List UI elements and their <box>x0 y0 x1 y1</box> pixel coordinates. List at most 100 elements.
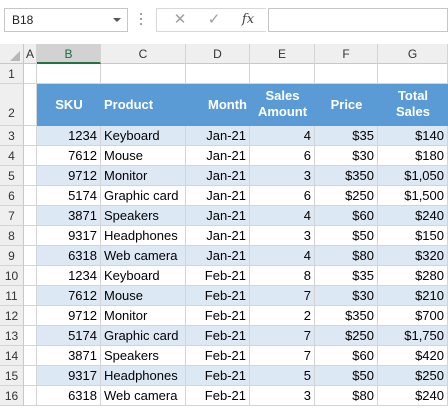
cell-e6[interactable]: 6 <box>250 186 315 206</box>
cell-c11[interactable]: Mouse <box>101 286 186 306</box>
cell-f10[interactable]: $35 <box>315 266 378 286</box>
table-header-sku[interactable]: SKU <box>37 84 101 126</box>
cell-b6[interactable]: 5174 <box>37 186 101 206</box>
cell-f3[interactable]: $35 <box>315 126 378 146</box>
cell-f4[interactable]: $30 <box>315 146 378 166</box>
cell-e16[interactable]: 3 <box>250 386 315 406</box>
cell-b13[interactable]: 5174 <box>37 326 101 346</box>
column-header-f[interactable]: F <box>315 44 378 64</box>
row-header-14[interactable]: 14 <box>0 346 24 366</box>
cell-f7[interactable]: $60 <box>315 206 378 226</box>
column-header-e[interactable]: E <box>250 44 315 64</box>
cell-c4[interactable]: Mouse <box>101 146 186 166</box>
cell-a14[interactable] <box>24 346 37 366</box>
insert-function-icon[interactable]: fx <box>241 12 255 27</box>
row-header-1[interactable]: 1 <box>0 64 24 84</box>
cell-d11[interactable]: Feb-21 <box>186 286 250 306</box>
column-header-c[interactable]: C <box>101 44 186 64</box>
cell-e10[interactable]: 8 <box>250 266 315 286</box>
cell-b5[interactable]: 9712 <box>37 166 101 186</box>
cell-d1[interactable] <box>186 64 250 84</box>
table-header-product[interactable]: Product <box>101 84 186 126</box>
cell-e3[interactable]: 4 <box>250 126 315 146</box>
cell-a10[interactable] <box>24 266 37 286</box>
cell-f14[interactable]: $60 <box>315 346 378 366</box>
column-header-a[interactable]: A <box>24 44 37 64</box>
cell-e9[interactable]: 4 <box>250 246 315 266</box>
cell-e14[interactable]: 7 <box>250 346 315 366</box>
cell-e1[interactable] <box>250 64 315 84</box>
cell-d12[interactable]: Feb-21 <box>186 306 250 326</box>
column-header-g[interactable]: G <box>378 44 448 64</box>
cell-g7[interactable]: $240 <box>378 206 448 226</box>
cell-f1[interactable] <box>315 64 378 84</box>
cell-f8[interactable]: $50 <box>315 226 378 246</box>
row-header-11[interactable]: 11 <box>0 286 24 306</box>
cell-c12[interactable]: Monitor <box>101 306 186 326</box>
enter-icon[interactable]: ✓ <box>207 11 221 28</box>
cell-g6[interactable]: $1,500 <box>378 186 448 206</box>
cell-d13[interactable]: Feb-21 <box>186 326 250 346</box>
cell-d16[interactable]: Feb-21 <box>186 386 250 406</box>
cell-b1[interactable] <box>37 64 101 84</box>
cell-a5[interactable] <box>24 166 37 186</box>
cell-f16[interactable]: $80 <box>315 386 378 406</box>
row-header-2[interactable]: 2 <box>0 84 24 126</box>
cell-c16[interactable]: Web camera <box>101 386 186 406</box>
cell-d6[interactable]: Jan-21 <box>186 186 250 206</box>
cell-b15[interactable]: 9317 <box>37 366 101 386</box>
cell-a7[interactable] <box>24 206 37 226</box>
name-box[interactable]: B18 <box>4 8 128 32</box>
chevron-down-icon[interactable] <box>113 18 121 22</box>
cell-a15[interactable] <box>24 366 37 386</box>
cell-g3[interactable]: $140 <box>378 126 448 146</box>
cancel-icon[interactable]: ✕ <box>173 11 187 28</box>
cell-e15[interactable]: 5 <box>250 366 315 386</box>
cell-b11[interactable]: 7612 <box>37 286 101 306</box>
cell-e11[interactable]: 7 <box>250 286 315 306</box>
row-header-4[interactable]: 4 <box>0 146 24 166</box>
cell-c8[interactable]: Headphones <box>101 226 186 246</box>
row-header-7[interactable]: 7 <box>0 206 24 226</box>
cell-c1[interactable] <box>101 64 186 84</box>
cell-d8[interactable]: Jan-21 <box>186 226 250 246</box>
cell-b4[interactable]: 7612 <box>37 146 101 166</box>
table-header-total-sales[interactable]: Total Sales <box>378 84 448 126</box>
cell-e5[interactable]: 3 <box>250 166 315 186</box>
cell-g8[interactable]: $150 <box>378 226 448 246</box>
cell-c6[interactable]: Graphic card <box>101 186 186 206</box>
cell-a16[interactable] <box>24 386 37 406</box>
cell-a2[interactable] <box>24 84 37 126</box>
cell-a12[interactable] <box>24 306 37 326</box>
cell-c3[interactable]: Keyboard <box>101 126 186 146</box>
cell-d9[interactable]: Jan-21 <box>186 246 250 266</box>
column-header-b[interactable]: B <box>37 44 101 64</box>
table-header-sales-amount[interactable]: Sales Amount <box>250 84 315 126</box>
row-header-10[interactable]: 10 <box>0 266 24 286</box>
cell-g13[interactable]: $1,750 <box>378 326 448 346</box>
cell-a1[interactable] <box>24 64 37 84</box>
cell-d10[interactable]: Feb-21 <box>186 266 250 286</box>
cell-d3[interactable]: Jan-21 <box>186 126 250 146</box>
cell-a8[interactable] <box>24 226 37 246</box>
cell-b7[interactable]: 3871 <box>37 206 101 226</box>
cell-c10[interactable]: Keyboard <box>101 266 186 286</box>
cell-e7[interactable]: 4 <box>250 206 315 226</box>
cell-a6[interactable] <box>24 186 37 206</box>
row-header-12[interactable]: 12 <box>0 306 24 326</box>
cell-g11[interactable]: $210 <box>378 286 448 306</box>
cell-g14[interactable]: $420 <box>378 346 448 366</box>
cell-c9[interactable]: Web camera <box>101 246 186 266</box>
row-header-15[interactable]: 15 <box>0 366 24 386</box>
cell-c14[interactable]: Speakers <box>101 346 186 366</box>
cell-b10[interactable]: 1234 <box>37 266 101 286</box>
cell-a11[interactable] <box>24 286 37 306</box>
row-header-6[interactable]: 6 <box>0 186 24 206</box>
cell-e8[interactable]: 3 <box>250 226 315 246</box>
row-header-8[interactable]: 8 <box>0 226 24 246</box>
cell-c13[interactable]: Graphic card <box>101 326 186 346</box>
cell-f11[interactable]: $30 <box>315 286 378 306</box>
row-header-9[interactable]: 9 <box>0 246 24 266</box>
cell-e13[interactable]: 7 <box>250 326 315 346</box>
cell-b9[interactable]: 6318 <box>37 246 101 266</box>
